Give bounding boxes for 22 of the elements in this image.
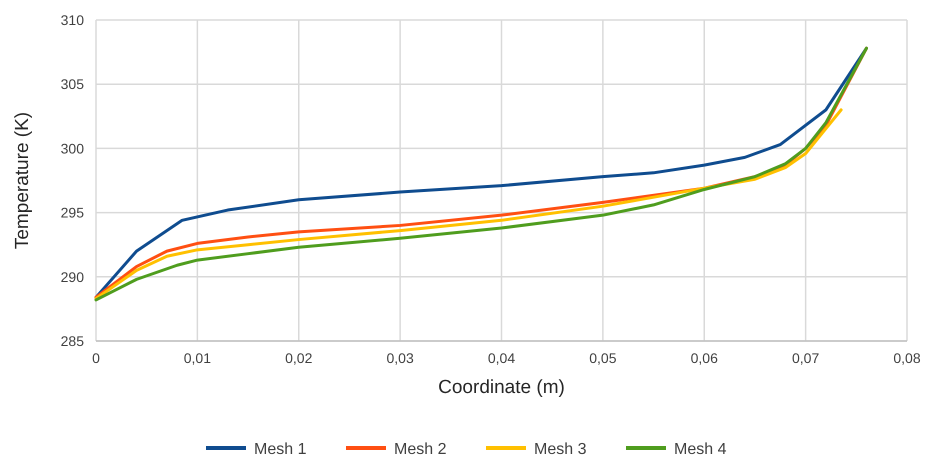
x-tick-label: 0,01 — [184, 350, 212, 366]
y-tick-label: 290 — [60, 268, 84, 285]
y-tick-label: 285 — [60, 333, 84, 349]
x-tick-label: 0,03 — [386, 350, 414, 366]
legend-label: Mesh 3 — [534, 441, 587, 458]
x-tick-label: 0,06 — [690, 350, 718, 366]
line-series — [94, 108, 843, 300]
y-tick-label: 305 — [60, 76, 84, 92]
x-tick-label: 0,04 — [488, 350, 516, 366]
y-tick-label: 295 — [60, 204, 84, 221]
x-tick-label: 0,02 — [285, 350, 313, 366]
x-tick-label: 0,05 — [589, 350, 617, 366]
y-tick-label: 300 — [60, 140, 84, 156]
x-tick-label: 0,08 — [893, 350, 921, 366]
x-tick-label: 0,07 — [792, 350, 820, 366]
x-axis-title: Coordinate (m) — [438, 377, 565, 398]
legend-label: Mesh 2 — [394, 441, 447, 458]
legend-label: Mesh 4 — [674, 441, 727, 458]
y-axis-title: Temperature (K) — [12, 112, 33, 250]
x-tick-label: 0 — [92, 350, 100, 366]
y-tick-label: 310 — [60, 12, 84, 28]
legend-label: Mesh 1 — [254, 441, 307, 458]
